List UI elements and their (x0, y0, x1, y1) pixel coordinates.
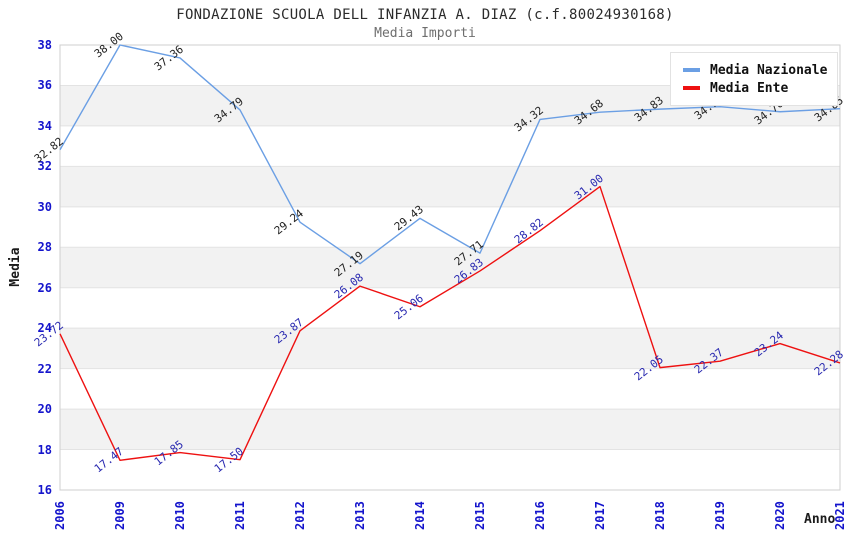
x-tick-label: 2012 (293, 501, 307, 530)
y-tick-label: 30 (37, 199, 52, 214)
x-tick-label: 2011 (233, 501, 247, 530)
y-tick-label: 34 (37, 118, 52, 133)
x-tick-label: 2018 (653, 501, 667, 530)
plot-band (60, 328, 840, 369)
legend: Media Nazionale Media Ente (670, 52, 838, 106)
series-line-media-ente (59, 185, 841, 461)
y-tick-label: 22 (37, 361, 52, 376)
x-tick-label: 2020 (773, 501, 787, 530)
x-tick-label: 2017 (593, 501, 607, 530)
y-tick-label: 16 (37, 483, 52, 497)
plot-band (60, 409, 840, 450)
x-tick-label: 2010 (173, 501, 187, 530)
x-tick-label: 2016 (533, 501, 547, 530)
chart-title: FONDAZIONE SCUOLA DELL INFANZIA A. DIAZ … (176, 7, 674, 23)
y-tick-label: 38 (37, 38, 52, 52)
y-tick-label: 26 (37, 280, 52, 295)
plot-band (60, 166, 840, 207)
plot-band (60, 247, 840, 288)
media-ente-line-swatch (683, 86, 700, 90)
plot-border (59, 44, 841, 491)
legend-item-media-nazionale: Media Nazionale (683, 62, 837, 78)
legend-item-media-ente: Media Ente (683, 80, 837, 96)
x-tick-label: 2019 (713, 501, 727, 530)
legend-label-media-nazionale: Media Nazionale (710, 62, 828, 78)
x-axis-title: Anno (804, 512, 836, 527)
legend-label-media-ente: Media Ente (710, 80, 789, 96)
media-nazionale-line-swatch (683, 68, 700, 72)
y-axis-title: Media (8, 247, 23, 287)
y-tick-label: 18 (37, 442, 52, 457)
x-tick-label: 2006 (53, 501, 67, 530)
y-tick-label: 28 (37, 240, 52, 255)
x-tick-label: 2013 (353, 501, 367, 530)
chart-subtitle: Media Importi (374, 26, 476, 41)
x-tick-label: 2014 (413, 501, 427, 530)
x-tick-label: 2015 (473, 501, 487, 530)
x-tick-label: 2009 (113, 501, 127, 530)
y-tick-label: 32 (37, 159, 52, 174)
series-line-media-nazionale (59, 44, 841, 265)
y-tick-label: 36 (37, 78, 52, 93)
y-tick-label: 20 (37, 402, 52, 417)
y-tick-label: 24 (37, 321, 52, 336)
